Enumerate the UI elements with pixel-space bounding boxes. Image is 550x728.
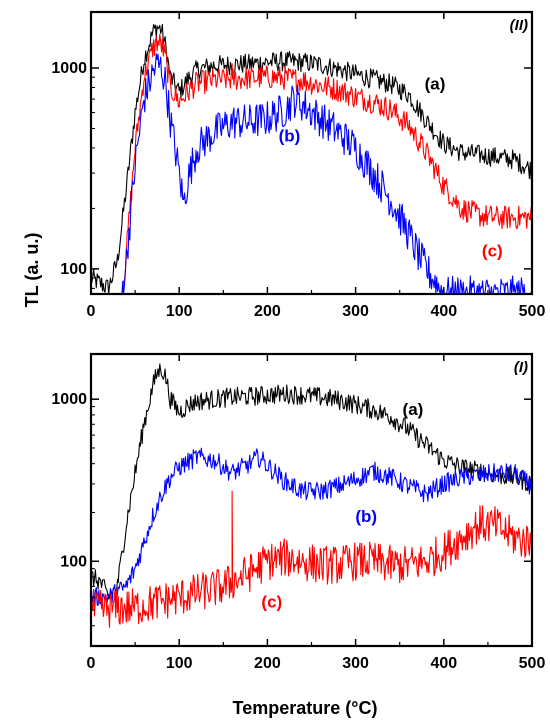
series-line-3	[91, 490, 532, 628]
panel-top: 0 100 200 300 400 500 100 1000 (a) (b) (c) (II)	[51, 10, 546, 320]
x-tick-label: 200	[254, 303, 281, 320]
x-tick-label: 500	[519, 655, 546, 672]
series-line-2	[91, 447, 532, 607]
x-tick-label: 500	[519, 303, 546, 320]
x-tick-label: 300	[342, 655, 369, 672]
x-tick-label: 400	[430, 303, 457, 320]
x-tick-label: 0	[87, 655, 96, 672]
panel-bottom: 0 100 200 300 400 500 100 1000 (a) (b) (c) (I)	[51, 352, 546, 672]
x-tick-label: 0	[87, 303, 96, 320]
curve-label: (b)	[279, 127, 301, 146]
y-tick-label: 100	[60, 261, 87, 278]
y-tick-label: 100	[60, 553, 87, 570]
series-line-1	[91, 363, 532, 600]
x-tick-label: 400	[430, 655, 457, 672]
y-axis-title: TL (a. u.)	[22, 233, 42, 308]
x-tick-label: 300	[342, 303, 369, 320]
panel-tag: (II)	[510, 17, 528, 34]
series-line-2	[121, 33, 532, 294]
curve-label: (c)	[261, 592, 282, 611]
x-tick-label: 200	[254, 655, 281, 672]
curve-label: (a)	[425, 75, 446, 94]
series-line-3	[121, 53, 532, 294]
y-tick-label: 1000	[51, 391, 87, 408]
panel-tag: (I)	[514, 359, 528, 376]
curve-label: (b)	[355, 507, 377, 526]
x-tick-label: 100	[166, 655, 193, 672]
series-line-1	[91, 23, 532, 294]
x-axis-title: Temperature (°C)	[233, 698, 378, 718]
y-tick-label: 1000	[51, 60, 87, 77]
x-tick-label: 100	[166, 303, 193, 320]
curve-label: (a)	[403, 400, 424, 419]
curve-label: (c)	[482, 242, 503, 261]
